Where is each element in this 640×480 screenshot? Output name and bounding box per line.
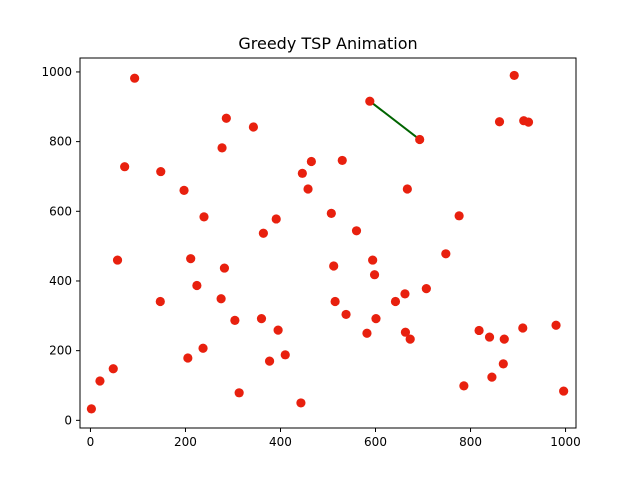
city-point	[474, 325, 484, 336]
city-point	[155, 296, 165, 307]
x-axis: 0 200 400 600 800 1000	[87, 428, 581, 449]
y-tick-label: 0	[64, 413, 72, 427]
city-point	[179, 185, 189, 195]
city-point	[441, 249, 451, 259]
city-point	[256, 314, 267, 324]
city-point	[551, 320, 561, 330]
city-point	[297, 168, 307, 178]
city-point	[306, 156, 316, 167]
city-point	[400, 327, 411, 337]
city-points	[86, 70, 569, 414]
city-point	[329, 261, 339, 271]
chart-title: Greedy TSP Animation	[238, 34, 417, 53]
city-point	[499, 334, 509, 344]
city-point	[108, 364, 118, 374]
x-tick-label: 800	[459, 435, 482, 449]
city-point	[341, 309, 351, 320]
city-point	[183, 353, 193, 363]
y-tick-label: 200	[49, 344, 72, 358]
city-point	[351, 226, 362, 236]
city-point	[120, 162, 130, 172]
city-point	[271, 214, 281, 224]
city-point	[280, 350, 290, 360]
city-point	[296, 398, 306, 408]
city-point	[156, 166, 166, 177]
city-point	[484, 332, 495, 342]
x-tick-label: 600	[364, 435, 387, 449]
y-tick-label: 1000	[41, 65, 72, 79]
city-point	[337, 155, 347, 166]
plot-area	[79, 57, 577, 429]
path-segment	[369, 100, 421, 141]
city-point	[402, 184, 412, 194]
city-point	[368, 255, 378, 265]
city-point	[421, 284, 431, 294]
y-tick-label: 600	[49, 204, 72, 218]
city-point	[494, 117, 505, 127]
tour-path	[369, 100, 421, 141]
city-point	[248, 122, 259, 132]
city-point	[371, 314, 381, 324]
city-point	[234, 388, 244, 398]
city-point	[186, 254, 196, 264]
city-point	[326, 208, 336, 218]
x-tick-label: 0	[87, 435, 95, 449]
city-point	[518, 323, 528, 333]
city-point	[217, 143, 227, 153]
city-point	[86, 404, 97, 414]
y-tick-label: 400	[49, 274, 72, 288]
city-point	[459, 381, 469, 391]
city-point	[330, 296, 340, 307]
city-point	[112, 255, 123, 265]
city-point	[362, 328, 372, 338]
city-point	[369, 270, 380, 280]
city-point	[199, 212, 209, 222]
city-point	[273, 325, 283, 335]
city-point	[454, 211, 464, 221]
x-tick-label: 200	[174, 435, 197, 449]
y-tick-label: 800	[49, 135, 72, 149]
city-point	[219, 263, 230, 273]
city-point	[509, 70, 519, 81]
city-point	[258, 228, 268, 238]
city-point	[216, 294, 226, 304]
city-point	[400, 289, 410, 299]
city-point	[405, 334, 415, 344]
x-tick-label: 400	[269, 435, 292, 449]
city-point	[303, 184, 313, 194]
city-point	[230, 315, 240, 325]
city-point	[221, 113, 231, 123]
city-point	[415, 134, 425, 145]
city-point	[198, 343, 208, 353]
city-point	[95, 376, 105, 386]
city-point	[487, 372, 497, 382]
city-point	[498, 359, 508, 369]
x-tick-label: 1000	[550, 435, 581, 449]
city-point	[130, 73, 140, 83]
city-point	[523, 117, 534, 127]
city-point	[390, 296, 401, 307]
city-point	[192, 280, 202, 291]
city-point	[365, 96, 375, 106]
city-point	[559, 386, 569, 396]
city-point	[264, 356, 275, 366]
y-axis: 0 200 400 600 800 1000	[41, 65, 80, 427]
